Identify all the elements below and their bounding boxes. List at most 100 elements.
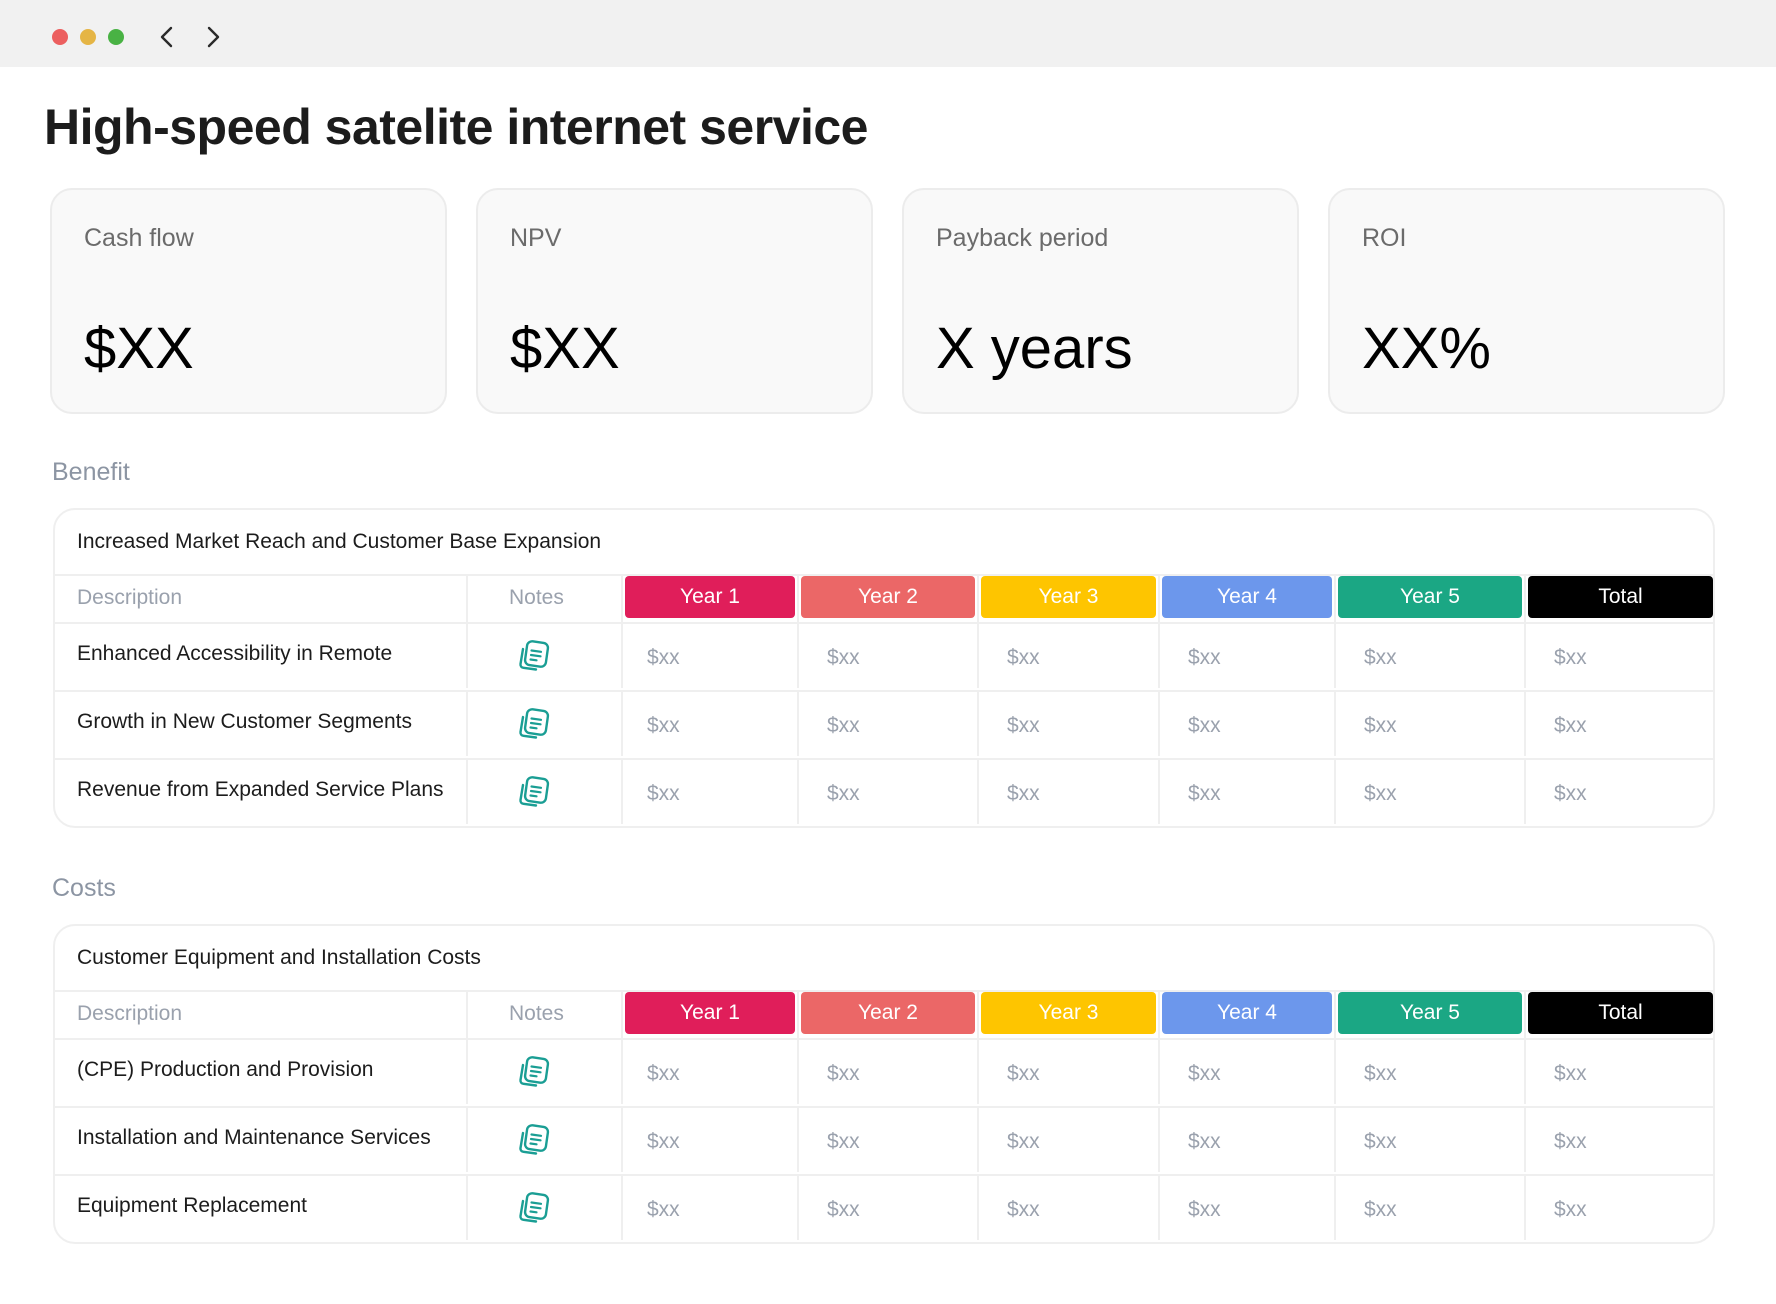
cell-year-2[interactable]: $xx [799,760,979,824]
column-header-year-5[interactable]: Year 5 [1338,576,1522,618]
cell-year-3[interactable]: $xx [979,692,1160,756]
costs-table: Customer Equipment and Installation Cost… [53,924,1715,1244]
cell-year-1[interactable]: $xx [623,692,799,756]
column-header-year-1[interactable]: Year 1 [625,576,795,618]
cell-value: $xx [827,1130,860,1153]
cell-description[interactable]: Installation and Maintenance Services [55,1108,468,1172]
notes-icon[interactable] [516,1122,552,1158]
cell-notes [468,760,623,824]
column-header-total[interactable]: Total [1528,992,1713,1034]
column-header-year-2[interactable]: Year 2 [801,576,975,618]
row-description: Equipment Replacement [77,1194,307,1217]
cell-year-5[interactable]: $xx [1336,692,1526,756]
cell-year-1[interactable]: $xx [623,1040,799,1104]
column-header-notes: Notes [509,1002,564,1025]
kpi-value: XX% [1362,316,1491,381]
cell-value: $xx [1188,1130,1221,1153]
cell-total[interactable]: $xx [1526,1108,1713,1172]
kpi-value: $XX [84,316,194,381]
column-header-year-4[interactable]: Year 4 [1162,576,1332,618]
column-header-year-2[interactable]: Year 2 [801,992,975,1034]
back-button[interactable] [152,22,182,52]
cell-value: $xx [1554,1198,1587,1221]
cell-description[interactable]: (CPE) Production and Provision [55,1040,468,1104]
notes-icon[interactable] [516,1054,552,1090]
chevron-left-icon [160,26,173,48]
cell-value: $xx [1188,782,1221,805]
header-cell-year-3: Year 3 [979,576,1160,622]
cell-year-5[interactable]: $xx [1336,1176,1526,1240]
kpi-row: Cash flow $XX NPV $XX Payback period X y… [50,188,1726,414]
cell-year-1[interactable]: $xx [623,760,799,824]
column-header-year-1[interactable]: Year 1 [625,992,795,1034]
cell-value: $xx [1364,1062,1397,1085]
cell-year-1[interactable]: $xx [623,1176,799,1240]
close-window-button[interactable] [52,29,68,45]
cell-year-4[interactable]: $xx [1160,692,1336,756]
column-header-year-4[interactable]: Year 4 [1162,992,1332,1034]
cell-value: $xx [1007,714,1040,737]
maximize-window-button[interactable] [108,29,124,45]
column-header-year-3[interactable]: Year 3 [981,576,1156,618]
cell-year-2[interactable]: $xx [799,1108,979,1172]
cell-year-2[interactable]: $xx [799,1176,979,1240]
row-description: Growth in New Customer Segments [77,710,412,733]
cell-total[interactable]: $xx [1526,1040,1713,1104]
header-cell-year-2: Year 2 [799,992,979,1038]
cell-year-4[interactable]: $xx [1160,1040,1336,1104]
forward-button[interactable] [198,22,228,52]
chevron-right-icon [207,26,220,48]
cell-description[interactable]: Growth in New Customer Segments [55,692,468,756]
cell-value: $xx [1364,714,1397,737]
cell-year-3[interactable]: $xx [979,1108,1160,1172]
minimize-window-button[interactable] [80,29,96,45]
cell-value: $xx [647,1198,680,1221]
cell-value: $xx [1007,1062,1040,1085]
cell-year-3[interactable]: $xx [979,624,1160,688]
notes-icon[interactable] [516,638,552,674]
cell-year-2[interactable]: $xx [799,1040,979,1104]
cell-year-3[interactable]: $xx [979,1040,1160,1104]
column-header-year-3[interactable]: Year 3 [981,992,1156,1034]
notes-icon[interactable] [516,706,552,742]
cell-year-2[interactable]: $xx [799,692,979,756]
cell-year-5[interactable]: $xx [1336,1108,1526,1172]
cell-year-3[interactable]: $xx [979,1176,1160,1240]
column-header-total[interactable]: Total [1528,576,1713,618]
cell-total[interactable]: $xx [1526,760,1713,824]
cell-total[interactable]: $xx [1526,624,1713,688]
header-cell-year-1: Year 1 [623,992,799,1038]
cell-description[interactable]: Enhanced Accessibility in Remote [55,624,468,688]
cell-year-3[interactable]: $xx [979,760,1160,824]
notes-icon[interactable] [516,774,552,810]
cell-year-4[interactable]: $xx [1160,760,1336,824]
cell-total[interactable]: $xx [1526,692,1713,756]
kpi-card-payback-period[interactable]: Payback period X years [902,188,1299,414]
column-header-year-5[interactable]: Year 5 [1338,992,1522,1034]
cell-value: $xx [1188,1198,1221,1221]
cell-year-1[interactable]: $xx [623,624,799,688]
column-header-description: Description [77,1002,183,1025]
kpi-card-roi[interactable]: ROI XX% [1328,188,1725,414]
cell-value: $xx [1007,646,1040,669]
table-header-row: Description Notes Year 1 Year 2 Year 3 Year 4… [55,574,1713,622]
kpi-card-cash-flow[interactable]: Cash flow $XX [50,188,447,414]
notes-icon[interactable] [516,1190,552,1226]
cell-year-1[interactable]: $xx [623,1108,799,1172]
cell-total[interactable]: $xx [1526,1176,1713,1240]
cell-year-5[interactable]: $xx [1336,624,1526,688]
kpi-card-npv[interactable]: NPV $XX [476,188,873,414]
costs-section-label: Costs [52,874,116,902]
cell-year-4[interactable]: $xx [1160,624,1336,688]
cell-description[interactable]: Equipment Replacement [55,1176,468,1240]
cell-description[interactable]: Revenue from Expanded Service Plans [55,760,468,824]
cell-year-4[interactable]: $xx [1160,1176,1336,1240]
cell-value: $xx [827,782,860,805]
cell-year-5[interactable]: $xx [1336,1040,1526,1104]
cell-year-2[interactable]: $xx [799,624,979,688]
cell-year-5[interactable]: $xx [1336,760,1526,824]
cell-value: $xx [1554,714,1587,737]
column-header-notes: Notes [509,586,564,609]
cell-year-4[interactable]: $xx [1160,1108,1336,1172]
header-cell-year-4: Year 4 [1160,576,1336,622]
